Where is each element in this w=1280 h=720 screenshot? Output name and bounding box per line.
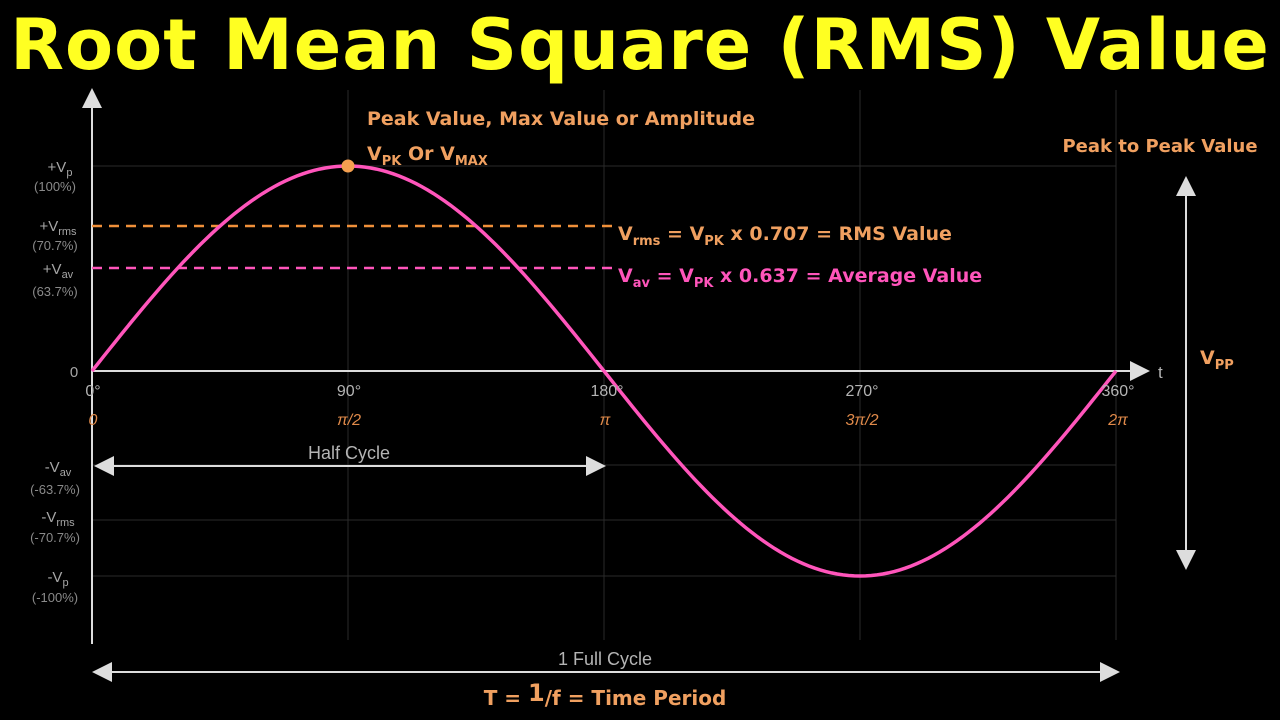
y-label-pos-vrms: +Vrms: [39, 218, 77, 238]
x-label-rad-90: π/2: [337, 412, 361, 429]
page-title: Root Mean Square (RMS) Value: [10, 4, 1270, 86]
half-cycle-label: Half Cycle: [308, 443, 390, 463]
vpp-label: VPP: [1200, 347, 1234, 373]
y-label-pos-vp: +Vp: [48, 159, 73, 179]
rms-formula: Vrms = VPK x 0.707 = RMS Value: [618, 223, 952, 249]
gridlines: [92, 90, 1117, 640]
x-label-deg-180: 180°: [590, 383, 623, 400]
peak-to-peak-title: Peak to Peak Value: [1062, 136, 1257, 157]
x-labels: 0° 90° 180° 270° 360° 0 π/2 π 3π/2 2π: [85, 383, 1134, 429]
time-period-formula: T = 1/f = Time Period: [484, 679, 727, 710]
y-label-neg-vp: -Vp: [47, 569, 68, 589]
full-cycle-label: 1 Full Cycle: [558, 649, 652, 669]
y-label-pos-vrms-pct: (70.7%): [32, 238, 78, 253]
x-label-deg-90: 90°: [337, 383, 361, 400]
x-axis-name: t: [1158, 363, 1163, 382]
y-label-neg-vp-pct: (-100%): [32, 590, 78, 605]
y-label-pos-vav-pct: (63.7%): [32, 284, 78, 299]
y-label-pos-vp-pct: (100%): [34, 179, 76, 194]
y-label-pos-vav: +Vav: [43, 261, 74, 281]
x-label-rad-360: 2π: [1107, 412, 1128, 429]
x-label-deg-0: 0°: [85, 383, 100, 400]
peak-value-symbols: VPK Or VMAX: [367, 143, 488, 169]
y-label-zero: 0: [70, 364, 78, 381]
x-label-deg-270: 270°: [845, 383, 878, 400]
peak-value-title: Peak Value, Max Value or Amplitude: [367, 108, 755, 130]
x-label-rad-0: 0: [89, 412, 98, 429]
y-labels: +Vp (100%) +Vrms (70.7%) +Vav (63.7%) 0 …: [30, 159, 80, 605]
peak-point: [341, 159, 355, 173]
x-label-rad-180: π: [600, 412, 611, 429]
y-label-neg-vav: -Vav: [45, 459, 72, 479]
x-label-rad-270: 3π/2: [846, 412, 879, 429]
x-label-deg-360: 360°: [1101, 383, 1134, 400]
av-formula: Vav = VPK x 0.637 = Average Value: [618, 265, 982, 291]
y-label-neg-vav-pct: (-63.7%): [30, 482, 80, 497]
y-label-neg-vrms-pct: (-70.7%): [30, 530, 80, 545]
sine-wave-series: [90, 164, 1118, 578]
y-label-neg-vrms: -Vrms: [41, 509, 75, 529]
